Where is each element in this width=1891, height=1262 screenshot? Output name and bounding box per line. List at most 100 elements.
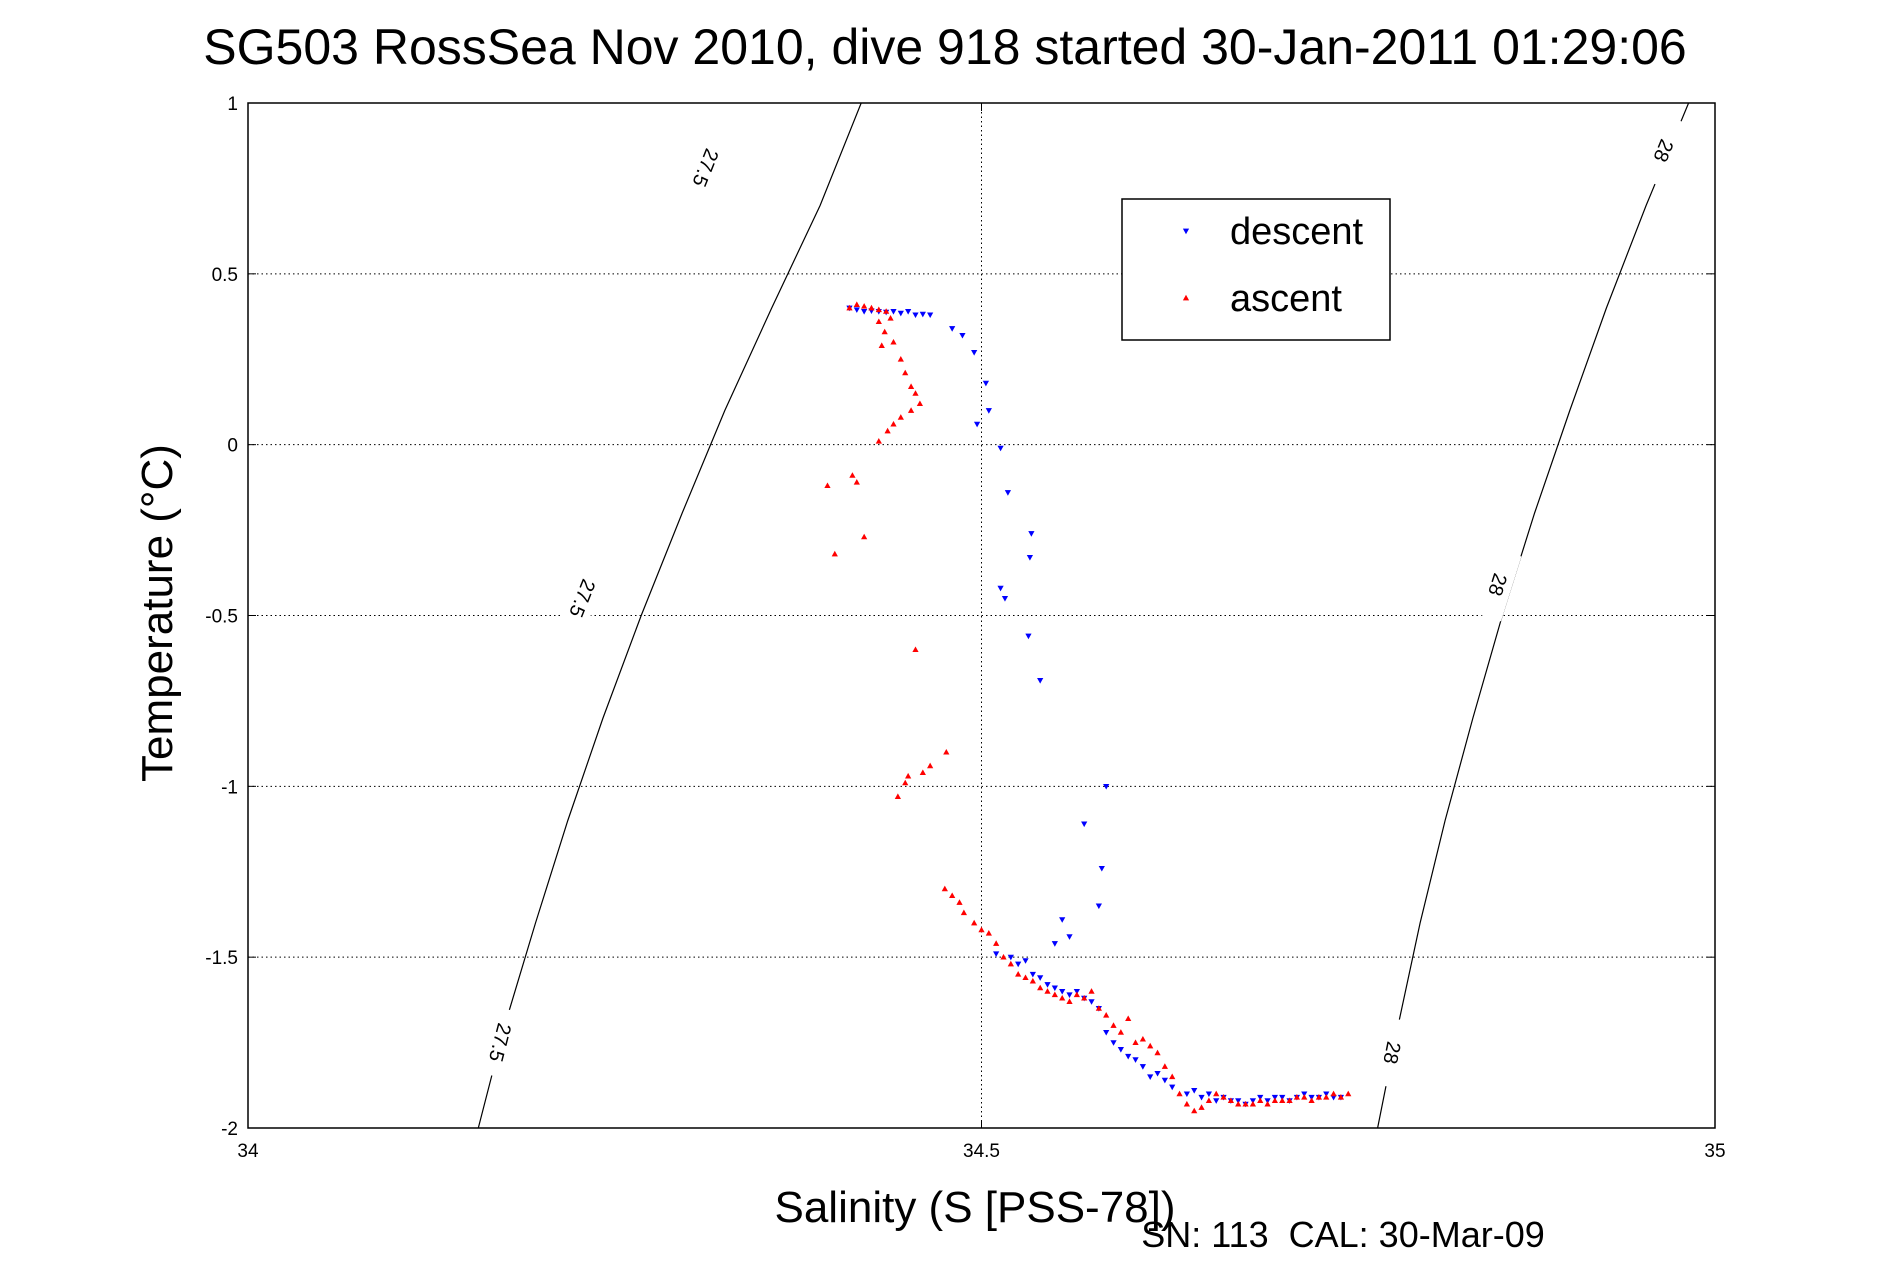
ascent-point (1213, 1090, 1220, 1097)
contour-label-bg (556, 561, 609, 636)
ascent-point (993, 940, 1000, 946)
density-contour-27.5 (477, 102, 862, 1129)
ascent-point (1315, 1094, 1323, 1100)
descent-point (1022, 958, 1029, 964)
ascent-point (1037, 984, 1044, 991)
descent-point (927, 312, 934, 319)
descent-point (853, 307, 860, 313)
contour-label-bg (680, 131, 732, 205)
ascent-point (960, 909, 968, 916)
descent-point (897, 310, 904, 317)
contour-label: 28 (1378, 1040, 1404, 1066)
contour-label-bg (1637, 114, 1690, 188)
descent-point (1110, 1040, 1117, 1046)
ascent-point (1073, 991, 1080, 998)
ascent-point (875, 438, 882, 444)
ascent-point (1264, 1100, 1271, 1107)
descent-point (971, 350, 978, 356)
ascent-point (881, 328, 888, 335)
ascent-point (1161, 1063, 1168, 1069)
ascent-point (868, 304, 875, 311)
ascent-point (887, 315, 894, 321)
legend-marker-descent (1182, 228, 1190, 235)
ascent-point (902, 779, 909, 786)
ascent-point (1022, 974, 1029, 981)
ascent-point (1271, 1097, 1279, 1104)
descent-point (1037, 678, 1044, 684)
descent-point (993, 951, 1000, 957)
ascent-point (1293, 1094, 1301, 1100)
ascent-point (1308, 1097, 1315, 1104)
ascent-point (831, 550, 838, 557)
descent-point (997, 585, 1004, 592)
ascent-point (1007, 960, 1014, 967)
ascent-point (897, 356, 904, 362)
ascent-point (902, 369, 909, 376)
ascent-point (1257, 1097, 1264, 1104)
y-tick-label: 0 (227, 436, 238, 457)
descent-point (912, 312, 919, 319)
ascent-point (1286, 1097, 1293, 1104)
y-tick-label: 0.5 (212, 265, 238, 286)
descent-point (1198, 1094, 1205, 1101)
ascent-point (1103, 1012, 1110, 1018)
ascent-point (1088, 988, 1095, 994)
descent-point (1103, 783, 1110, 790)
descent-point (1066, 992, 1073, 998)
y-tick-label: -1 (221, 777, 238, 798)
ascent-point (971, 919, 978, 926)
ascent-point (846, 304, 853, 311)
ascent-point (890, 338, 897, 345)
descent-point (949, 326, 956, 332)
ascent-point (1059, 994, 1066, 1001)
ascent-point (1081, 994, 1088, 1001)
descent-point (997, 445, 1004, 452)
ascent-point (1198, 1104, 1205, 1110)
contour-label-bg (1474, 548, 1522, 622)
descent-point (1029, 971, 1036, 978)
ascent-point (1345, 1090, 1352, 1097)
contour-label-bg (478, 1006, 523, 1079)
descent-point (1132, 1057, 1139, 1063)
x-tick-label: 34 (237, 1141, 259, 1162)
x-tick-label: 34.5 (963, 1141, 1000, 1162)
descent-point (1147, 1074, 1154, 1080)
ascent-point (1095, 1005, 1102, 1011)
ascent-point (1176, 1090, 1183, 1097)
ascent-point (1154, 1049, 1161, 1056)
ascent-point (853, 479, 860, 485)
ascent-point (1183, 1100, 1190, 1107)
ascent-point (1125, 1015, 1132, 1022)
ascent-point (883, 308, 890, 314)
descent-point (1095, 903, 1102, 910)
descent-point (1015, 961, 1022, 968)
descent-point (1169, 1084, 1176, 1091)
ascent-point (927, 762, 934, 769)
ascent-point (907, 383, 915, 389)
axes: 34 34.5 35 1 0.5 0 -0.5 -1 -1.5 -2 (205, 94, 1725, 1162)
ascent-point (1147, 1042, 1154, 1049)
ascent-point (1235, 1100, 1242, 1107)
ascent-point (875, 318, 882, 325)
ascent-point (1169, 1073, 1176, 1080)
y-axis-label: Temperature (°C) (133, 444, 182, 782)
ascent-point (1330, 1090, 1337, 1097)
ascent-point (978, 926, 985, 933)
descent-point (982, 380, 990, 387)
descent-point (1098, 865, 1105, 872)
descent-point (985, 408, 992, 414)
ascent-point (1029, 977, 1036, 984)
ascent-point (956, 899, 963, 905)
descent-point (1044, 982, 1051, 988)
descent-point (1059, 917, 1066, 923)
ascent-point (912, 646, 919, 653)
descent-point (1051, 985, 1058, 992)
ascent-point (1110, 1022, 1117, 1028)
chart-title: SG503 RossSea Nov 2010, dive 918 started… (203, 19, 1686, 75)
ascent-point (1249, 1100, 1256, 1107)
descent-point (1213, 1098, 1220, 1104)
y-tick-label: -2 (221, 1119, 238, 1140)
x-axis-label: Salinity (S [PSS-78]) (774, 1183, 1175, 1232)
descent-point (1183, 1091, 1190, 1098)
